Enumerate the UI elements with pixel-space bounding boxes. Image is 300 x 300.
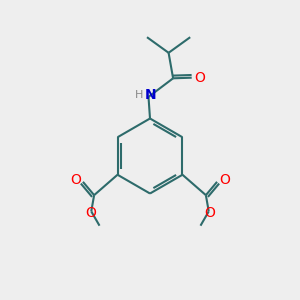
Text: O: O (219, 173, 230, 187)
Text: O: O (195, 71, 206, 85)
Text: O: O (85, 206, 96, 220)
Text: H: H (135, 89, 143, 100)
Text: N: N (145, 88, 157, 102)
Text: O: O (70, 173, 81, 187)
Text: O: O (204, 206, 215, 220)
